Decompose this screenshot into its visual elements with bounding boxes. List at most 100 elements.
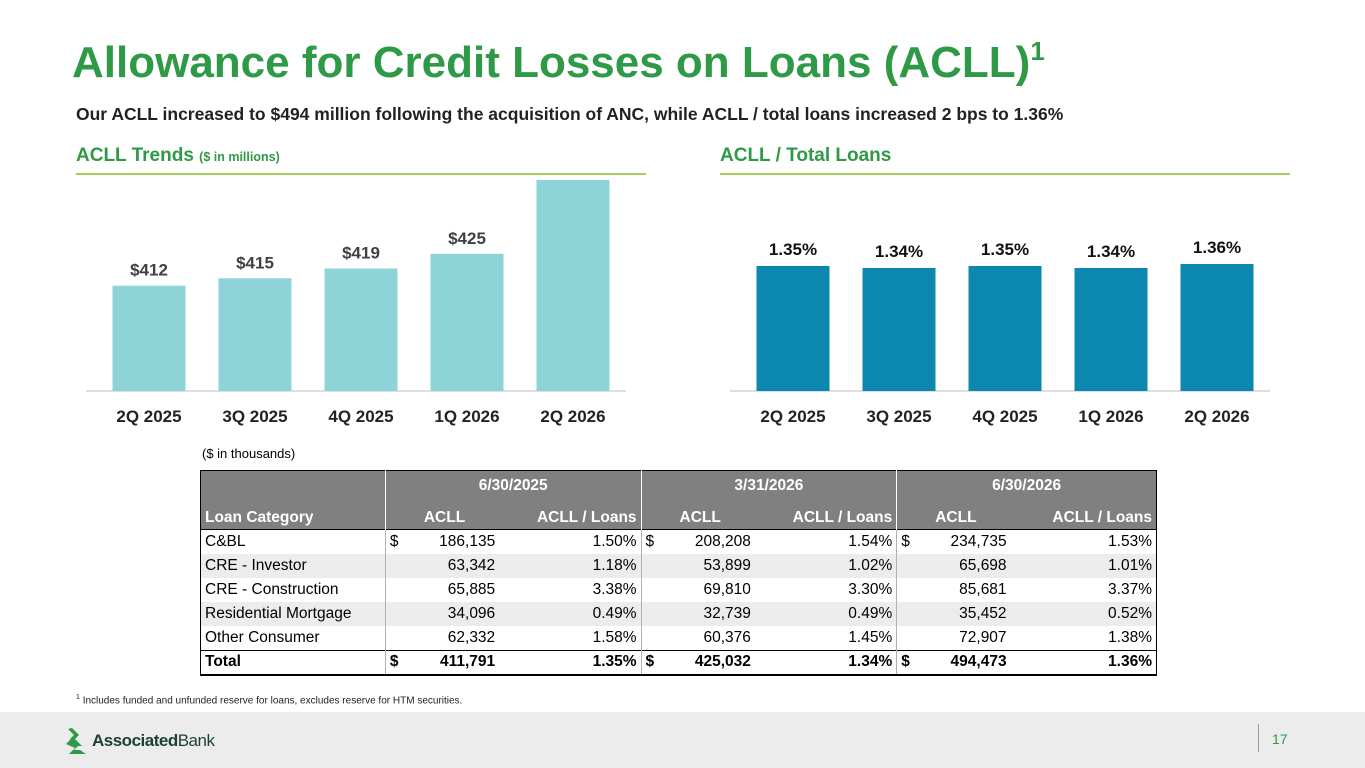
acll-ratio-cell: 0.49% (503, 602, 642, 627)
acll-table: 6/30/2025 3/31/2026 6/30/2026 Loan Categ… (200, 470, 1157, 676)
acll-value-cell: 411,791 (403, 649, 504, 676)
acll-table-header: 6/30/2025 3/31/2026 6/30/2026 Loan Categ… (200, 470, 1157, 530)
currency-cell (384, 626, 404, 651)
x-tick-label: 2Q 2025 (760, 407, 825, 426)
acll-ratio-cell: 3.30% (758, 577, 897, 603)
page-title-text: Allowance for Credit Losses on Loans (AC… (72, 38, 1031, 87)
data-label: $425 (448, 229, 486, 248)
left-section-rule (76, 173, 646, 175)
table-row: C&BL $186,135 1.50% $208,208 1.54% $234,735 1.… (200, 529, 1157, 554)
currency-cell (384, 602, 404, 627)
header-acll-ratio: ACLL / Loans (1014, 500, 1157, 530)
header-acll-ratio: ACLL / Loans (758, 500, 897, 530)
bar (112, 285, 186, 391)
data-label: 1.34% (1087, 242, 1135, 261)
acll-ratio-chart-svg: 1.35% 2Q 2025 1.34% 3Q 2025 1.35% 4Q 2025 1.34… (730, 238, 1270, 426)
acll-value-cell: 32,739 (659, 602, 759, 627)
header-acll: ACLL (384, 500, 504, 530)
logo-wordmark: AssociatedBank (92, 731, 215, 751)
x-tick-label: 2Q 2026 (540, 407, 605, 426)
bar (968, 266, 1042, 391)
footnote-mark: 1 (76, 694, 80, 701)
acll-ratio-chart: 1.35% 2Q 2025 1.34% 3Q 2025 1.35% 4Q 2025 1.34… (720, 180, 1290, 430)
currency-cell (896, 577, 915, 603)
footnote-text: Includes funded and unfunded reserve for… (82, 695, 463, 707)
header-period: 6/30/2025 (384, 470, 642, 501)
table-row: Other Consumer 62,332 1.58% 60,376 1.45% 72,9… (200, 626, 1157, 651)
acll-trends-chart: $412 2Q 2025 $415 3Q 2025 $419 4Q 2025 $425 1Q … (76, 180, 646, 430)
header-acll: ACLL (640, 500, 759, 530)
footnote: 1 Includes funded and unfunded reserve f… (76, 694, 462, 706)
acll-value-cell: 60,376 (659, 626, 759, 651)
acll-value-cell: 62,332 (403, 626, 504, 651)
currency-cell: $ (896, 529, 915, 554)
acll-ratio-cell: 3.37% (1014, 577, 1157, 603)
loan-category-cell: Total (200, 649, 386, 676)
left-section-units: ($ in millions) (199, 150, 280, 164)
data-label: 1.35% (981, 240, 1029, 259)
x-tick-label: 2Q 2025 (116, 407, 181, 426)
acll-ratio-cell: 0.49% (758, 602, 897, 627)
header-acll: ACLL (896, 500, 1015, 530)
loan-category-cell: CRE - Construction (200, 577, 386, 603)
x-tick-label: 1Q 2026 (434, 407, 499, 426)
bar (1074, 268, 1148, 391)
x-tick-label: 4Q 2025 (328, 407, 393, 426)
acll-ratio-cell: 1.35% (503, 649, 642, 676)
right-section-title: ACLL / Total Loans (720, 145, 892, 166)
left-section-title: ACLL Trends ($ in millions) (76, 145, 280, 167)
table-units-note: ($ in thousands) (202, 446, 296, 461)
acll-value-cell: 208,208 (659, 529, 759, 554)
header-acll-ratio: ACLL / Loans (503, 500, 642, 530)
currency-cell (384, 553, 404, 578)
acll-value-cell: 53,899 (659, 553, 759, 578)
currency-cell: $ (640, 529, 660, 554)
acll-table-body: C&BL $186,135 1.50% $208,208 1.54% $234,735 1.… (200, 529, 1157, 676)
table-row: CRE - Construction 65,885 3.38% 69,810 3.30%… (200, 577, 1157, 603)
left-section-title-text: ACLL Trends (76, 145, 194, 166)
header-blank (200, 470, 386, 501)
currency-cell (384, 577, 404, 603)
associated-bank-logo: AssociatedBank (66, 728, 215, 754)
acll-value-cell: 69,810 (659, 577, 759, 603)
currency-cell (640, 602, 660, 627)
header-period: 3/31/2026 (640, 470, 897, 501)
bar (862, 268, 936, 391)
loan-category-cell: Other Consumer (200, 626, 386, 651)
data-label: $412 (130, 261, 168, 280)
table-row: CRE - Investor 63,342 1.18% 53,899 1.02% 65,6… (200, 553, 1157, 578)
data-label: 1.36% (1193, 238, 1241, 257)
header-loan-category: Loan Category (200, 500, 386, 530)
acll-ratio-cell: 1.01% (1014, 553, 1157, 578)
acll-value-cell: 65,698 (914, 553, 1015, 578)
acll-value-cell: 63,342 (403, 553, 504, 578)
acll-ratio-cell: 3.38% (503, 577, 642, 603)
x-tick-label: 3Q 2025 (866, 407, 931, 426)
page-number-divider (1258, 724, 1259, 752)
currency-cell (896, 626, 915, 651)
acll-ratio-cell: 1.53% (1014, 529, 1157, 554)
acll-value-cell: 234,735 (914, 529, 1015, 554)
currency-cell (640, 553, 660, 578)
data-label: 1.34% (875, 242, 923, 261)
data-label: $419 (342, 244, 380, 263)
x-tick-label: 4Q 2025 (972, 407, 1037, 426)
acll-ratio-cell: 1.34% (758, 649, 897, 676)
bar (1180, 264, 1254, 391)
acll-ratio-cell: 0.52% (1014, 602, 1157, 627)
x-tick-label: 3Q 2025 (222, 407, 287, 426)
acll-value-cell: 34,096 (403, 602, 504, 627)
acll-ratio-cell: 1.38% (1014, 626, 1157, 651)
page-title: Allowance for Credit Losses on Loans (AC… (72, 36, 1045, 88)
data-label: $415 (236, 253, 274, 272)
title-footnote-mark: 1 (1030, 36, 1045, 66)
bar (324, 268, 398, 391)
bar (756, 266, 830, 391)
data-label: 1.35% (769, 240, 817, 259)
page-number: 17 (1272, 731, 1288, 747)
logo-wordmark-bold: Associated (92, 731, 178, 750)
currency-cell (896, 602, 915, 627)
acll-ratio-cell: 1.45% (758, 626, 897, 651)
loan-category-cell: Residential Mortgage (200, 602, 386, 627)
header-period: 6/30/2026 (896, 470, 1157, 501)
